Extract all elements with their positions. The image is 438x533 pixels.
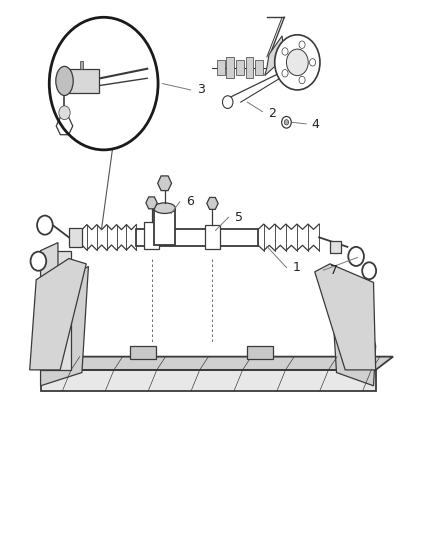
Circle shape — [282, 48, 288, 55]
Circle shape — [282, 70, 288, 77]
Circle shape — [286, 49, 308, 76]
Bar — [236, 60, 244, 75]
Polygon shape — [265, 36, 284, 76]
Bar — [246, 57, 253, 78]
Ellipse shape — [56, 66, 73, 95]
Circle shape — [223, 96, 233, 109]
Circle shape — [49, 17, 158, 150]
Polygon shape — [41, 266, 88, 386]
Polygon shape — [330, 266, 376, 386]
Polygon shape — [41, 243, 58, 357]
Bar — [69, 228, 82, 247]
Bar — [226, 57, 234, 78]
Circle shape — [299, 76, 305, 84]
Bar — [154, 208, 176, 245]
Circle shape — [282, 116, 291, 128]
Bar — [80, 61, 83, 69]
Text: 7: 7 — [330, 264, 338, 277]
Ellipse shape — [154, 203, 176, 214]
Text: 2: 2 — [268, 107, 276, 120]
Bar — [217, 60, 225, 75]
Circle shape — [299, 41, 305, 49]
Bar — [255, 60, 263, 75]
Circle shape — [275, 35, 320, 90]
Text: 1: 1 — [293, 261, 301, 274]
Bar — [136, 229, 258, 246]
Circle shape — [31, 252, 46, 271]
Circle shape — [37, 216, 53, 235]
Bar — [247, 346, 273, 359]
Bar — [330, 240, 341, 253]
Polygon shape — [41, 251, 71, 370]
Circle shape — [284, 119, 289, 125]
Bar — [69, 69, 99, 93]
Text: 4: 4 — [312, 118, 320, 131]
Circle shape — [348, 247, 364, 266]
Polygon shape — [30, 259, 86, 370]
Bar — [205, 224, 220, 249]
Polygon shape — [41, 370, 376, 391]
Circle shape — [59, 106, 70, 119]
Text: 6: 6 — [186, 195, 194, 208]
Text: 3: 3 — [197, 84, 205, 96]
Bar — [144, 222, 159, 249]
Polygon shape — [315, 264, 376, 370]
Circle shape — [362, 262, 376, 279]
Text: 5: 5 — [235, 211, 243, 224]
Bar — [130, 346, 156, 359]
Circle shape — [310, 59, 316, 66]
Polygon shape — [41, 357, 393, 370]
